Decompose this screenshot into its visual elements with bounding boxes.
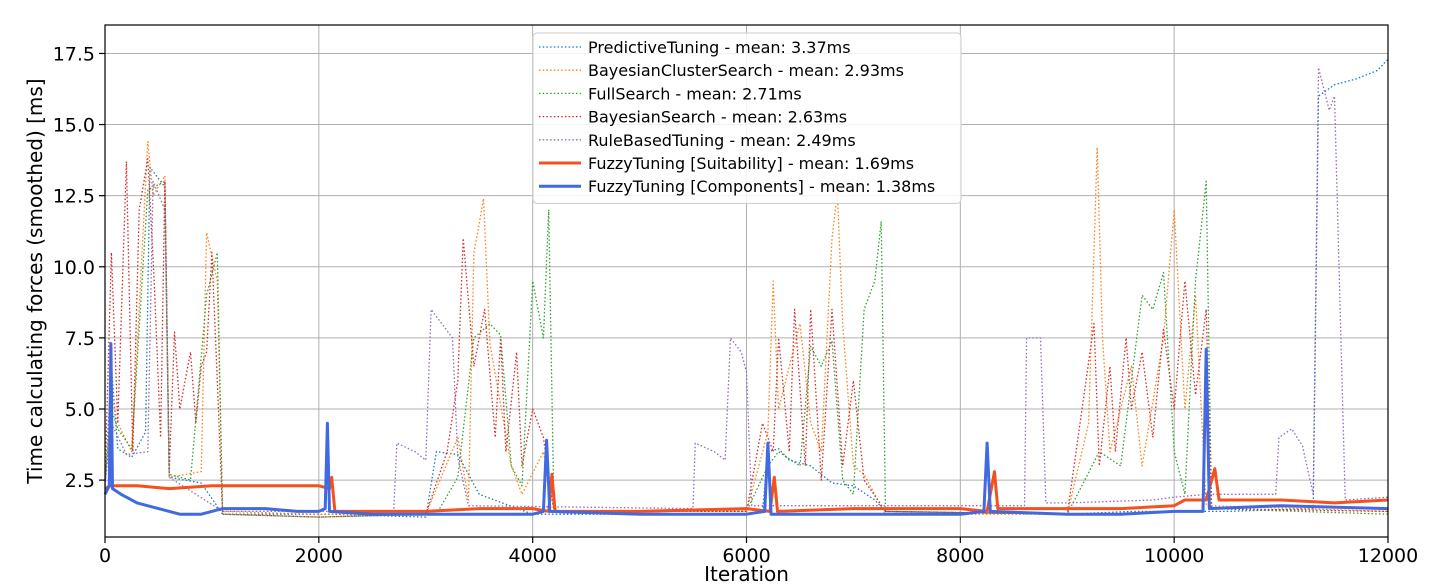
y-tick-label: 2.5 — [65, 470, 95, 492]
series-line-6 — [104, 467, 1389, 513]
legend-box — [532, 32, 962, 204]
x-axis-label: Iteration — [704, 562, 789, 586]
legend-label: FuzzyTuning [Components] - mean: 1.38ms — [588, 177, 935, 196]
y-axis-label: Time calculating forces (smoothed) [ms] — [23, 78, 47, 484]
legend-label: BayesianSearch - mean: 2.63ms — [588, 108, 847, 127]
x-tick-label: 0 — [99, 545, 111, 567]
series-layer — [103, 58, 1389, 518]
x-tick-label: 8000 — [936, 545, 984, 567]
legend-label: BayesianClusterSearch - mean: 2.93ms — [588, 61, 904, 80]
series-line-2 — [104, 140, 1389, 515]
y-tick-label: 17.5 — [53, 43, 95, 65]
legend-label: RuleBasedTuning - mean: 2.49ms — [588, 131, 856, 150]
series-line-5 — [104, 67, 1389, 513]
series-line-3 — [104, 180, 1389, 518]
legend-label: FuzzyTuning [Suitability] - mean: 1.69ms — [588, 154, 914, 173]
y-tick-label: 10.0 — [53, 257, 95, 279]
legend: PredictiveTuning - mean: 3.37ms BayesianC… — [532, 32, 962, 204]
y-tick-label: 5.0 — [65, 399, 95, 421]
y-tick-label: 15.0 — [53, 115, 95, 137]
y-tick-label: 7.5 — [65, 328, 95, 350]
x-tick-label: 2000 — [295, 545, 343, 567]
x-tick-label: 10000 — [1144, 545, 1204, 567]
x-tick-label: 12000 — [1358, 545, 1418, 567]
ticks: 0 2000 4000 6000 8000 10000 12000 2.5 5.0 7.5 10.0… — [53, 43, 1419, 567]
series-line-4 — [104, 158, 1389, 518]
y-tick-label: 12.5 — [53, 186, 95, 208]
legend-label: PredictiveTuning - mean: 3.37ms — [588, 38, 851, 57]
series-line-7 — [103, 342, 1389, 516]
x-tick-label: 4000 — [508, 545, 556, 567]
legend-label: FullSearch - mean: 2.71ms — [588, 84, 802, 103]
x-tick-label: 6000 — [722, 545, 770, 567]
